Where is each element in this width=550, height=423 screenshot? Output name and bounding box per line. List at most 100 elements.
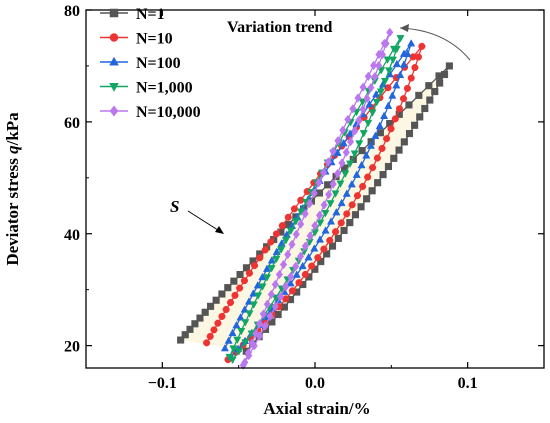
data-point (416, 113, 424, 121)
data-point (395, 105, 404, 113)
legend-item: N=10,000 (100, 104, 201, 121)
variation-trend-label: Variation trend (227, 19, 332, 36)
data-point (400, 138, 408, 146)
legend-item: N=10 (100, 31, 173, 48)
legend: N=1 N=10 N=100 N=1,000 N=10,000 (100, 6, 201, 121)
data-point (363, 93, 371, 104)
variation-trend-arrow (399, 27, 471, 61)
data-point (301, 241, 309, 251)
data-point (324, 181, 332, 189)
data-point (321, 226, 330, 234)
data-point (320, 200, 328, 210)
data-point (277, 246, 286, 254)
data-point (348, 201, 356, 209)
data-point (359, 182, 367, 190)
data-point (274, 310, 282, 319)
data-point (415, 91, 423, 99)
data-point (191, 320, 199, 328)
data-point (396, 70, 405, 79)
y-tick-label: 40 (64, 227, 80, 244)
data-point (364, 71, 372, 82)
data-point (411, 64, 419, 72)
data-point (304, 253, 313, 261)
data-point (279, 259, 288, 270)
data-point (320, 245, 328, 253)
data-point (281, 281, 290, 292)
data-point (332, 208, 341, 216)
data-point (282, 295, 290, 303)
data-point (342, 189, 351, 197)
data-point (316, 219, 325, 228)
data-point (342, 147, 350, 158)
data-point (407, 39, 416, 47)
data-point (392, 59, 401, 68)
data-point (229, 345, 238, 353)
data-point (295, 279, 303, 287)
y-axis-label-unit: /kPa (3, 112, 22, 147)
data-point (267, 238, 275, 246)
data-point (271, 279, 279, 290)
data-point (267, 256, 276, 264)
y-axis-label-prefix: Deviator stress (3, 154, 22, 266)
data-point (284, 249, 292, 260)
data-point (329, 146, 337, 157)
data-point (267, 265, 276, 273)
data-point (254, 292, 263, 300)
data-point (278, 222, 286, 230)
data-point (343, 210, 351, 218)
s-annotation-label: S (170, 197, 179, 216)
data-point (315, 210, 324, 221)
data-point (345, 129, 355, 137)
data-point (256, 254, 264, 262)
data-point (245, 310, 254, 318)
data-point (383, 135, 391, 143)
data-point (203, 339, 211, 347)
data-point (286, 278, 295, 287)
data-point (267, 289, 275, 300)
data-point (297, 219, 305, 229)
data-point (376, 88, 385, 96)
hysteresis-fill-layer (180, 65, 450, 352)
data-point (372, 99, 381, 107)
data-point (236, 284, 244, 292)
data-point (414, 53, 422, 61)
data-point (388, 56, 397, 65)
data-point (326, 236, 334, 244)
s-annotation-arrow (187, 210, 222, 233)
legend-item: N=1,000 (100, 80, 193, 97)
data-point (440, 70, 449, 79)
data-point (379, 171, 387, 179)
data-point (375, 60, 383, 71)
data-point (315, 178, 323, 188)
data-point (266, 311, 274, 322)
data-point (258, 272, 267, 281)
data-point (445, 62, 453, 70)
data-point (291, 218, 300, 226)
data-point (287, 271, 295, 282)
data-point (272, 230, 280, 238)
data-point (236, 271, 244, 279)
data-point (418, 42, 426, 50)
data-point (230, 277, 238, 285)
data-point (411, 121, 419, 129)
data-point (201, 308, 209, 316)
data-point (390, 154, 398, 162)
data-point (351, 126, 359, 136)
data-point (378, 144, 386, 152)
data-point (308, 262, 316, 270)
data-point (364, 119, 373, 128)
data-point (237, 327, 246, 336)
data-point (380, 111, 389, 119)
legend-marker (109, 8, 119, 18)
legend-marker (109, 105, 119, 117)
data-point (367, 82, 375, 93)
data-point (226, 298, 235, 307)
data-point (301, 209, 309, 219)
data-point (310, 244, 319, 252)
data-point (359, 104, 367, 115)
legend-marker (109, 33, 119, 42)
data-point (387, 125, 395, 133)
x-tick-label: −0.1 (148, 375, 177, 392)
legend-marker (109, 83, 119, 92)
data-point (431, 88, 439, 96)
